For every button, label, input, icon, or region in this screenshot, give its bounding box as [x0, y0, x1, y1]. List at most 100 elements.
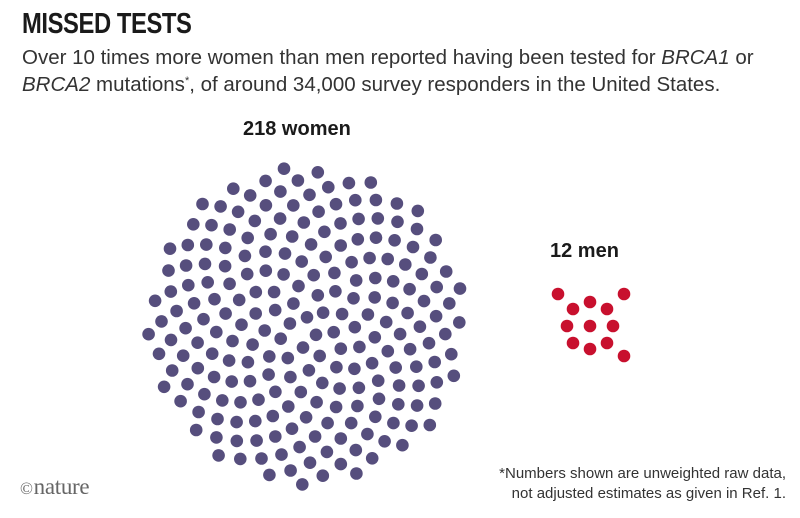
woman-dot — [389, 361, 403, 374]
woman-dot — [445, 347, 458, 361]
woman-dot — [369, 231, 383, 244]
woman-dot — [287, 199, 300, 212]
woman-dot — [284, 464, 297, 477]
woman-dot — [353, 340, 366, 354]
woman-dot — [157, 380, 171, 394]
woman-dot — [216, 394, 229, 407]
woman-dot — [285, 422, 299, 436]
subtitle-part-3: BRCA2 — [22, 73, 91, 96]
woman-dot — [349, 443, 363, 457]
woman-dot — [179, 321, 192, 335]
woman-dot — [250, 434, 263, 447]
woman-dot — [248, 214, 262, 228]
woman-dot — [388, 234, 401, 247]
woman-dot — [319, 250, 333, 264]
woman-dot — [259, 199, 273, 212]
woman-dot — [351, 399, 364, 413]
woman-dot — [334, 457, 348, 471]
man-dot — [566, 302, 580, 316]
woman-dot — [198, 387, 211, 401]
woman-dot — [210, 431, 223, 444]
woman-dot — [162, 264, 175, 277]
woman-dot — [148, 294, 162, 308]
woman-dot — [311, 289, 325, 302]
woman-dot — [329, 400, 343, 414]
woman-dot — [246, 338, 259, 351]
woman-dot — [259, 264, 273, 278]
woman-dot — [396, 438, 409, 452]
woman-dot — [205, 218, 218, 232]
subtitle-part-0: Over 10 times more women than men report… — [22, 46, 662, 69]
woman-dot — [401, 306, 414, 320]
woman-dot — [259, 245, 272, 258]
woman-dot — [379, 315, 393, 329]
woman-dot — [330, 360, 343, 374]
man-dot — [617, 349, 631, 363]
men-group-label: 12 men — [550, 240, 619, 262]
woman-dot — [372, 392, 386, 406]
woman-dot — [318, 225, 331, 239]
woman-dot — [191, 361, 205, 375]
woman-dot — [327, 325, 341, 339]
woman-dot — [273, 212, 287, 225]
woman-dot — [196, 197, 209, 211]
woman-dot — [238, 249, 252, 263]
woman-dot — [329, 285, 342, 298]
woman-dot — [187, 297, 201, 310]
woman-dot — [268, 303, 282, 317]
subtitle-part-1: BRCA1 — [661, 46, 730, 69]
woman-dot — [232, 293, 246, 307]
man-dot — [566, 336, 580, 350]
woman-dot — [430, 376, 444, 389]
woman-dot — [277, 162, 291, 175]
woman-dot — [352, 212, 365, 226]
woman-dot — [342, 176, 356, 190]
woman-dot — [241, 231, 254, 245]
woman-dot — [208, 292, 221, 306]
men-dots-group — [551, 287, 631, 363]
woman-dot — [391, 215, 404, 229]
woman-dot — [234, 396, 247, 409]
woman-dot — [249, 307, 262, 320]
woman-dot — [241, 355, 255, 369]
woman-dot — [369, 410, 382, 424]
woman-dot — [334, 342, 348, 356]
woman-dot — [310, 395, 323, 409]
woman-dot — [350, 467, 363, 480]
woman-dot — [423, 418, 437, 432]
woman-dot — [269, 385, 282, 399]
woman-dot — [334, 432, 348, 445]
woman-dot — [243, 189, 257, 202]
woman-dot — [300, 311, 314, 324]
woman-dot — [390, 197, 404, 210]
woman-dot — [403, 342, 417, 356]
woman-dot — [349, 274, 363, 287]
woman-dot — [165, 364, 179, 377]
woman-dot — [424, 251, 437, 264]
woman-dot — [447, 369, 461, 383]
woman-dot — [411, 204, 425, 218]
woman-dot — [386, 275, 400, 288]
woman-dot — [335, 307, 349, 321]
woman-dot — [218, 259, 232, 273]
subtitle-part-6: , of around 34,000 survey responders in … — [189, 73, 721, 96]
woman-dot — [371, 212, 385, 225]
woman-dot — [255, 452, 268, 465]
woman-dot — [235, 318, 248, 332]
woman-dot — [299, 411, 313, 424]
woman-dot — [230, 415, 243, 429]
woman-dot — [328, 266, 341, 280]
woman-dot — [413, 320, 427, 334]
woman-dot — [361, 308, 375, 321]
woman-dot — [334, 217, 347, 230]
woman-dot — [410, 222, 424, 236]
woman-dot — [312, 205, 325, 218]
woman-dot — [403, 282, 416, 296]
woman-dot — [308, 430, 322, 443]
woman-dot — [278, 247, 292, 260]
woman-dot — [443, 297, 456, 310]
woman-dot — [267, 285, 281, 299]
woman-dot — [266, 409, 280, 423]
chart-title: MISSED TESTS — [22, 8, 192, 40]
woman-dot — [263, 468, 276, 482]
